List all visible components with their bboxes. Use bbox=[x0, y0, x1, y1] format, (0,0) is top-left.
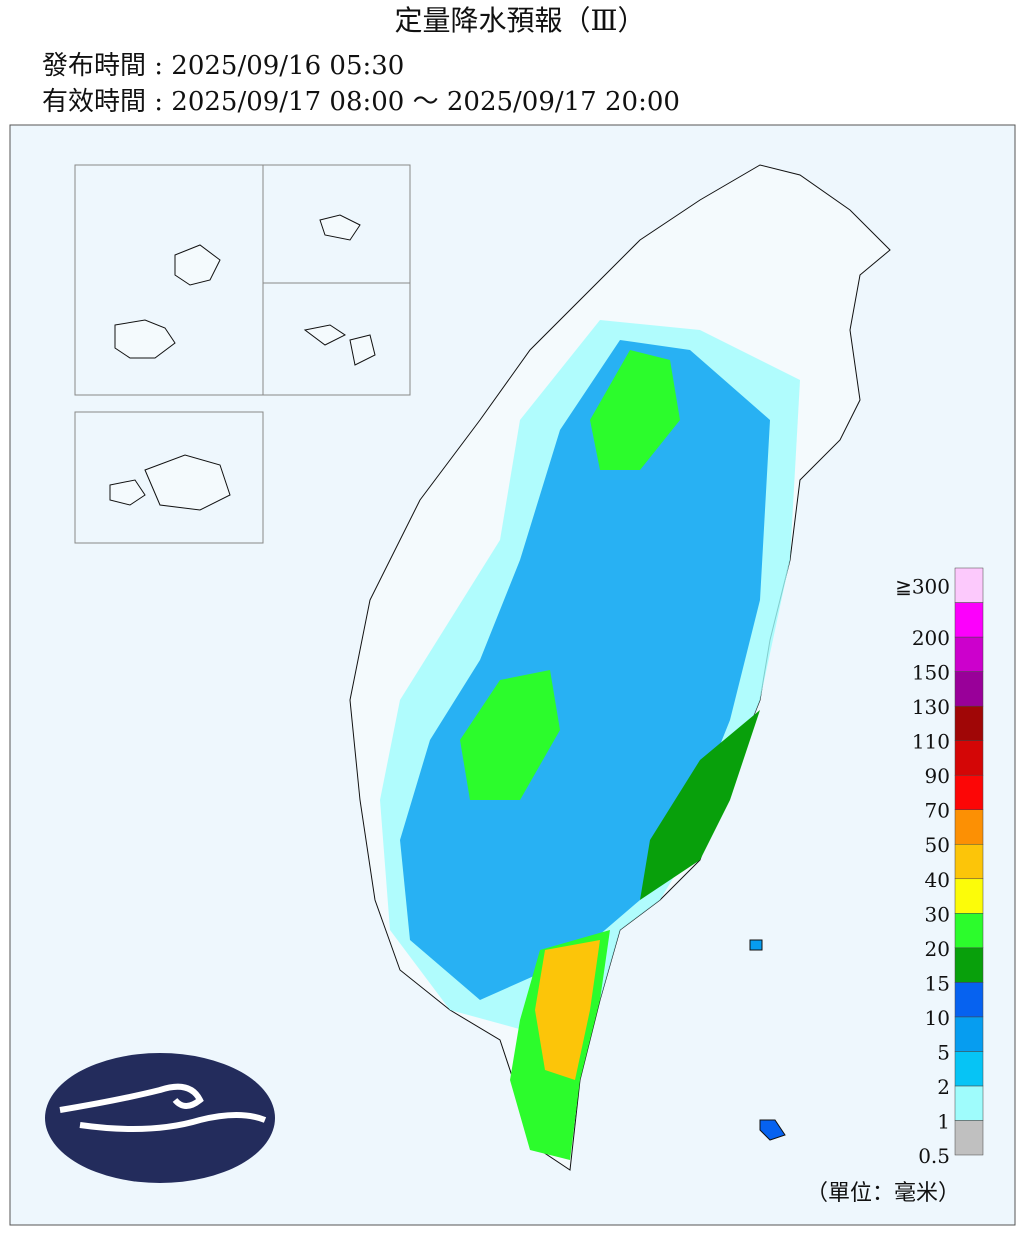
legend-swatch bbox=[954, 809, 984, 845]
legend-swatch bbox=[954, 1120, 984, 1156]
legend-label: 40 bbox=[925, 868, 950, 892]
rain-areas bbox=[380, 320, 800, 1160]
legend-label: 30 bbox=[925, 902, 950, 926]
insets bbox=[74, 164, 411, 544]
issued-time: 發布時間 : 2025/09/16 05:30 bbox=[42, 51, 404, 81]
legend-swatch bbox=[954, 774, 984, 810]
legend-swatch bbox=[954, 671, 984, 707]
valid-time: 有效時間 : 2025/09/17 08:00 ～ 2025/09/17 20:… bbox=[42, 87, 680, 117]
legend-label: 2 bbox=[937, 1075, 950, 1099]
logo bbox=[45, 1053, 275, 1183]
legend-swatch bbox=[954, 602, 984, 638]
legend-swatch bbox=[954, 1016, 984, 1052]
legend-label: 0.5 bbox=[918, 1144, 950, 1168]
legend-label: 5 bbox=[937, 1040, 950, 1064]
legend-swatch bbox=[954, 705, 984, 741]
legend-swatch bbox=[954, 740, 984, 776]
legend-swatch bbox=[954, 843, 984, 880]
legend-label: 130 bbox=[912, 695, 950, 719]
legend-label: 150 bbox=[912, 661, 950, 685]
legend-swatch bbox=[954, 982, 984, 1018]
legend-label: 1 bbox=[937, 1109, 950, 1133]
legend-label: 200 bbox=[912, 626, 950, 650]
legend-swatch bbox=[954, 636, 984, 672]
legend-label: 10 bbox=[925, 1006, 950, 1030]
legend-label: 90 bbox=[925, 764, 950, 788]
legend-label: 110 bbox=[912, 730, 950, 754]
legend-swatch bbox=[954, 1051, 984, 1087]
legend: 0.5 1 2 5 10 15 20 30 40 50 70 90 110 130 150 200 ≧300 bbox=[895, 567, 984, 1168]
legend-swatch bbox=[954, 947, 984, 983]
legend-swatch bbox=[954, 878, 984, 914]
legend-swatch bbox=[954, 567, 984, 603]
legend-unit: （單位：毫米） bbox=[806, 1181, 960, 1206]
legend-label: 70 bbox=[925, 799, 950, 823]
legend-swatch bbox=[954, 913, 984, 949]
legend-swatch bbox=[954, 1085, 984, 1121]
legend-label: 50 bbox=[925, 833, 950, 857]
legend-label: ≧300 bbox=[895, 574, 950, 598]
legend-label: 15 bbox=[925, 971, 950, 995]
islands bbox=[109, 214, 786, 1141]
legend-label: 20 bbox=[925, 937, 950, 961]
title: 定量降水預報（Ⅲ） bbox=[394, 4, 645, 37]
